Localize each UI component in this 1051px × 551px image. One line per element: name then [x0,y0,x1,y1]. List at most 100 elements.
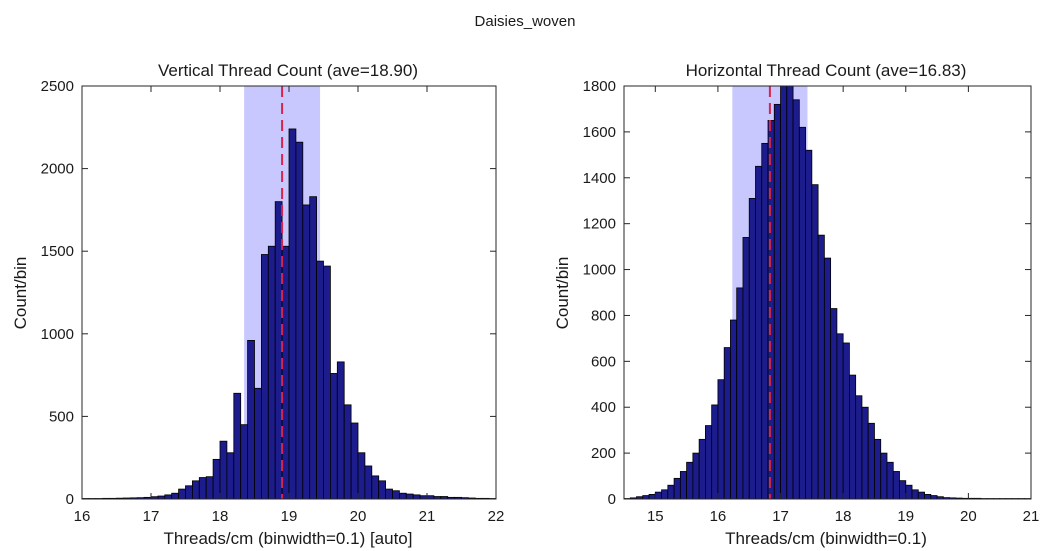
x-tick-label: 21 [1023,508,1040,525]
histogram-bar [226,452,235,500]
histogram-bar [233,392,242,500]
x-tick-label: 16 [710,508,727,525]
bars-horizontal [623,85,1032,500]
histogram-bar [698,438,706,500]
histogram-bar [302,204,311,500]
y-tick-label: 1500 [41,243,74,260]
histogram-bar [830,308,838,500]
histogram-bar [849,374,857,500]
histogram-bar [648,494,656,500]
histogram-bar [385,488,393,500]
histogram-bar [185,485,193,500]
histogram-bar [874,438,882,500]
y-tick-label: 2000 [41,161,74,178]
histogram-bar [705,425,713,500]
histogram-bar [817,234,825,500]
histogram-bar [254,387,262,500]
histogram-bar [892,471,900,500]
histogram-bar [667,484,675,500]
histogram-bar [191,480,200,500]
histogram-bar [198,477,207,500]
y-tick-label: 0 [608,491,616,508]
panel-title-vertical: Vertical Thread Count (ave=18.90) [158,61,418,80]
y-tick-label: 1200 [583,216,616,233]
panel-horizontal: 15 16 17 18 19 20 21 0 200 400 600 800 1000 1200 1400 1… [553,61,1039,548]
x-axis-label-vertical: Threads/cm (binwidth=0.1) [auto] [164,529,413,548]
histogram-bar [899,480,907,500]
histogram-bar [219,440,228,500]
histogram-bar [755,165,763,500]
histogram-bar [761,142,769,500]
histogram-bar [392,490,400,500]
histogram-bar [780,85,788,500]
x-tick-label: 15 [647,508,664,525]
histogram-bar [867,422,875,500]
histogram-bar [786,85,794,500]
histogram-bar [642,495,650,500]
histogram-bar [886,461,894,500]
histogram-bar [717,379,725,500]
histogram-bar [773,103,781,500]
histogram-bar [673,477,681,500]
histogram-bar [811,184,819,500]
histogram-bar [343,404,352,500]
y-tick-label: 1000 [583,262,616,279]
histogram-bar [405,493,414,500]
histogram-bar [836,333,844,500]
histogram-bar [686,461,694,500]
histogram-bar [178,488,186,500]
histogram-bar [212,458,221,500]
x-tick-label: 17 [772,508,789,525]
histogram-bar [805,149,813,500]
histogram-bar [679,471,688,500]
figure-suptitle: Daisies_woven [475,13,576,30]
y-tick-label: 1400 [583,170,616,187]
histogram-bar [274,201,283,500]
histogram-bar [654,491,662,500]
y-tick-label: 1800 [583,78,616,95]
histogram-bar [905,484,913,500]
histogram-bar [723,347,731,500]
y-tick-label: 600 [591,353,616,370]
histogram-bar [164,494,173,500]
y-tick-label: 800 [591,307,616,324]
y-axis-label-vertical: Count/bin [11,257,30,330]
histogram-bar [323,265,331,500]
histogram-bar [350,422,359,500]
histogram-bar [364,465,373,500]
y-tick-label: 500 [49,408,74,425]
histogram-bar [371,475,380,500]
histogram-bar [309,196,318,500]
histogram-bar [661,489,669,500]
x-tick-label: 16 [74,508,91,525]
histogram-bar [861,406,869,500]
histogram-bar [398,492,407,500]
histogram-bar [316,260,324,500]
x-tick-label: 20 [960,508,977,525]
x-tick-label: 18 [835,508,852,525]
histogram-bar [336,361,345,500]
histogram-bar [692,452,700,500]
histogram-bar [171,492,179,500]
histogram-bar [792,99,800,500]
histogram-bar [748,198,756,500]
histogram-bar [378,480,387,500]
y-tick-label: 1000 [41,326,74,343]
panel-vertical: 16 17 18 19 20 21 22 0 500 1000 1500 2000 2500 Verti… [11,61,504,548]
x-tick-label: 21 [419,508,436,525]
histogram-bar [911,489,919,500]
x-tick-label: 22 [488,508,505,525]
histogram-bar [930,495,938,500]
histogram-bar [880,452,888,500]
x-tick-label: 19 [897,508,914,525]
x-tick-label: 19 [281,508,298,525]
histogram-bar [730,319,738,500]
y-tick-label: 2500 [41,78,74,95]
histogram-bar [288,128,297,500]
histogram-bar [917,491,925,500]
histogram-bar [742,237,750,500]
histogram-bar [711,404,719,500]
x-tick-label: 18 [212,508,229,525]
y-tick-label: 1600 [583,124,616,141]
